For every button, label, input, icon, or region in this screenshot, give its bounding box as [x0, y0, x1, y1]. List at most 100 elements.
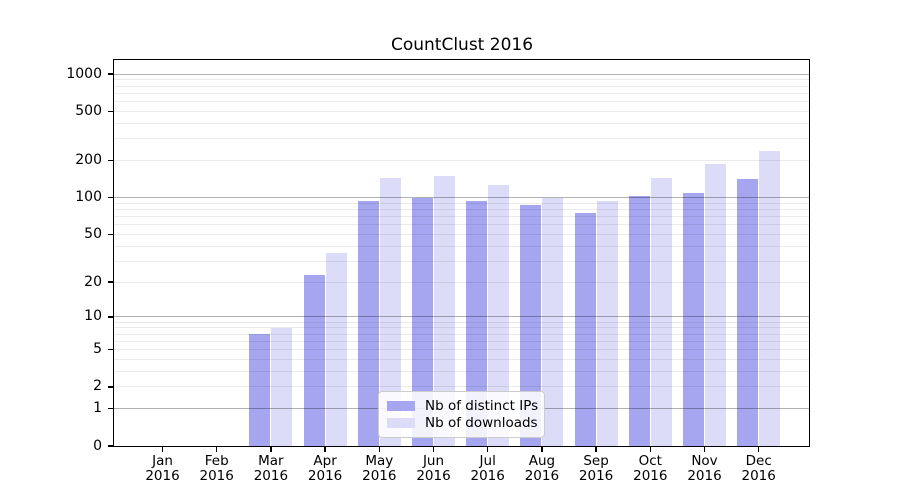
minor-gridline: [114, 245, 810, 247]
minor-gridline: [114, 122, 810, 124]
y-tick-label: 2: [93, 378, 102, 395]
y-tick: [108, 386, 114, 388]
bar-distinct-ips: [737, 179, 759, 446]
x-tick: [432, 446, 435, 452]
y-tick: [108, 233, 114, 235]
legend-swatch: [387, 400, 415, 411]
major-gridline: [114, 73, 810, 75]
x-tick-year: 2016: [524, 467, 560, 484]
bar-downloads: [596, 200, 618, 446]
x-tick-month: Jul: [479, 453, 496, 469]
minor-gridline: [114, 260, 810, 262]
bar-downloads: [705, 164, 726, 446]
x-tick-year: 2016: [199, 467, 234, 484]
plot-area: [114, 60, 810, 446]
minor-gridline: [114, 110, 810, 112]
x-tick-month: May: [365, 453, 394, 469]
x-tick-year: 2016: [416, 467, 451, 484]
x-tick: [324, 446, 326, 452]
bar-downloads: [759, 151, 781, 446]
minor-gridline: [114, 202, 810, 204]
minor-gridline: [114, 333, 810, 335]
y-tick: [108, 159, 114, 162]
minor-gridline: [114, 224, 810, 226]
bar-downloads: [542, 197, 564, 446]
minor-gridline: [114, 92, 810, 94]
bar-distinct-ips: [683, 193, 704, 446]
x-tick-label: Dec 2016: [731, 454, 787, 483]
bar-distinct-ips: [303, 274, 325, 446]
legend-label: Nb of downloads: [425, 415, 538, 432]
y-tick: [108, 73, 114, 75]
bar-distinct-ips: [520, 204, 542, 446]
major-gridline: [114, 197, 810, 199]
y-tick-label: 5: [93, 341, 102, 358]
x-tick-month: Dec: [745, 453, 772, 469]
x-tick: [649, 446, 651, 452]
x-tick-month: Mar: [258, 453, 284, 469]
x-tick-year: 2016: [633, 467, 668, 484]
minor-gridline: [114, 327, 810, 329]
x-tick-year: 2016: [145, 467, 180, 484]
bar-distinct-ips: [412, 197, 433, 446]
y-tick: [108, 110, 114, 112]
x-tick: [378, 446, 380, 452]
y-tick: [108, 196, 114, 199]
x-tick-year: 2016: [253, 467, 289, 484]
x-tick: [161, 446, 164, 452]
minor-gridline: [114, 160, 810, 162]
chart-title: CountClust 2016: [390, 35, 534, 55]
x-tick: [270, 446, 272, 452]
bar-downloads: [434, 175, 455, 446]
x-tick: [758, 446, 760, 452]
x-tick: [541, 446, 543, 452]
x-tick-label: Oct 2016: [622, 454, 678, 483]
y-tick-label: 1: [93, 400, 102, 417]
minor-gridline: [114, 233, 810, 235]
x-tick-label: Sep 2016: [568, 454, 624, 483]
x-tick: [595, 446, 597, 452]
minor-gridline: [114, 340, 810, 342]
legend-swatch: [387, 418, 415, 429]
x-tick-year: 2016: [741, 467, 776, 484]
minor-gridline: [114, 79, 810, 81]
y-tick: [108, 281, 114, 283]
x-tick-label: Jan 2016: [135, 454, 191, 483]
bar-downloads: [488, 184, 510, 446]
minor-gridline: [114, 370, 810, 372]
minor-gridline: [114, 138, 810, 140]
bar-downloads: [271, 327, 293, 446]
x-tick-label: Nov 2016: [677, 454, 733, 483]
y-tick-label: 200: [75, 152, 102, 169]
bar-distinct-ips: [574, 212, 596, 446]
minor-gridline: [114, 85, 810, 87]
x-tick-month: Aug: [528, 453, 556, 469]
x-tick-year: 2016: [470, 467, 505, 484]
minor-gridline: [114, 321, 810, 323]
bar-distinct-ips: [357, 200, 379, 446]
x-tick-label: Apr 2016: [297, 454, 353, 483]
y-tick-label: 100: [75, 189, 102, 206]
bar-distinct-ips: [628, 195, 650, 446]
y-tick-label: 50: [84, 225, 102, 242]
x-tick-year: 2016: [362, 467, 397, 484]
bar-downloads: [325, 253, 347, 446]
x-tick: [703, 446, 706, 452]
x-tick-month: Oct: [638, 453, 662, 469]
x-tick-month: Sep: [583, 453, 609, 469]
y-tick-label: 10: [84, 308, 102, 325]
x-tick-year: 2016: [578, 467, 614, 484]
minor-gridline: [114, 216, 810, 218]
legend-label: Nb of distinct IPs: [425, 397, 539, 414]
x-tick-label: Mar 2016: [243, 454, 299, 483]
bar-distinct-ips: [249, 334, 271, 446]
y-tick-label: 1000: [66, 65, 102, 82]
x-tick-label: Jun 2016: [406, 454, 462, 483]
x-tick-year: 2016: [307, 467, 343, 484]
y-tick-label: 20: [84, 273, 102, 290]
bar-downloads: [379, 178, 401, 446]
x-tick-month: Feb: [204, 453, 229, 469]
bar-distinct-ips: [466, 200, 488, 446]
minor-gridline: [114, 358, 810, 360]
